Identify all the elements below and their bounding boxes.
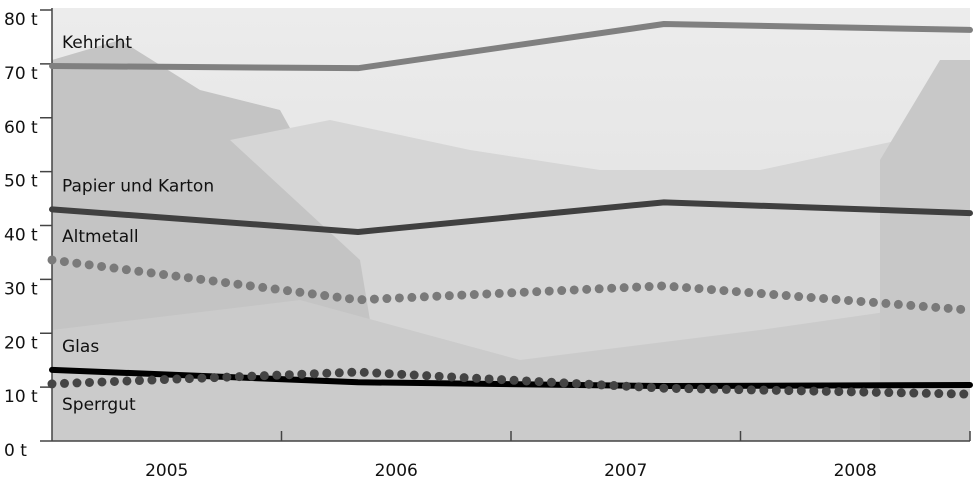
y-tick-label: 70 t [4, 64, 38, 84]
series-label: Altmetall [62, 227, 139, 247]
y-tick-label: 60 t [4, 118, 38, 138]
y-tick-label: 50 t [4, 172, 38, 192]
x-tick-label: 2006 [375, 461, 418, 481]
series-label: Kehricht [62, 33, 132, 53]
x-tick-label: 2005 [145, 461, 188, 481]
series-label: Sperrgut [62, 395, 136, 415]
y-tick-label: 20 t [4, 333, 38, 353]
y-tick-label: 0 t [4, 441, 27, 461]
y-tick-label: 80 t [4, 10, 38, 30]
y-tick-label: 40 t [4, 226, 38, 246]
y-tick-label: 30 t [4, 279, 38, 299]
y-tick-label: 10 t [4, 387, 38, 407]
series-label: Papier und Karton [62, 176, 214, 196]
chart: 0 t 10 t 20 t 30 t 40 t 50 t 60 t 70 t 80 t 2005 2… [0, 0, 978, 486]
series-label: Glas [62, 337, 99, 357]
x-tick-label: 2008 [834, 461, 877, 481]
x-tick-label: 2007 [604, 461, 647, 481]
